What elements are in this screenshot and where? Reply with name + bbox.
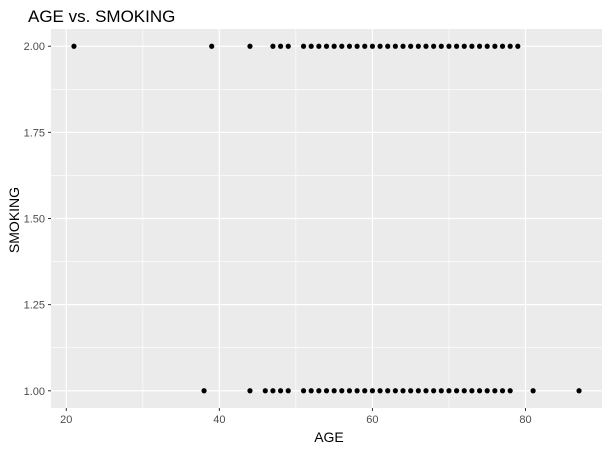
x-tick-label: 60 bbox=[366, 414, 378, 426]
x-axis-ticks: 20 40 60 80 bbox=[60, 408, 532, 426]
data-point bbox=[362, 388, 368, 394]
data-point bbox=[300, 388, 307, 394]
data-point bbox=[492, 388, 498, 394]
data-point bbox=[247, 43, 253, 49]
data-point bbox=[484, 388, 490, 394]
data-point bbox=[339, 43, 345, 49]
data-point bbox=[377, 388, 383, 394]
data-point bbox=[377, 43, 383, 49]
data-point bbox=[507, 388, 513, 394]
data-point bbox=[354, 43, 360, 49]
data-point bbox=[576, 388, 582, 394]
data-point bbox=[423, 43, 429, 49]
data-point bbox=[499, 388, 506, 394]
data-point bbox=[385, 43, 391, 49]
y-axis-title: SMOKING bbox=[6, 187, 22, 253]
data-point bbox=[316, 388, 322, 394]
x-tick-label: 40 bbox=[213, 414, 225, 426]
y-tick-label: 1.50 bbox=[24, 214, 45, 226]
data-point bbox=[331, 388, 337, 394]
data-point bbox=[431, 388, 437, 394]
data-point bbox=[270, 388, 276, 394]
data-point bbox=[71, 43, 77, 49]
data-point bbox=[492, 43, 498, 49]
data-point bbox=[469, 43, 475, 49]
data-point bbox=[369, 388, 376, 394]
data-point bbox=[362, 43, 368, 49]
x-axis-title: AGE bbox=[314, 429, 344, 445]
data-point bbox=[431, 43, 437, 49]
data-point bbox=[262, 388, 268, 394]
data-point bbox=[354, 388, 360, 394]
data-point bbox=[408, 43, 414, 49]
data-point bbox=[346, 388, 353, 394]
data-point bbox=[201, 388, 207, 394]
data-point bbox=[469, 388, 475, 394]
data-point bbox=[277, 43, 284, 49]
data-point bbox=[308, 43, 314, 49]
data-point bbox=[339, 388, 345, 394]
y-tick-label: 1.75 bbox=[24, 127, 45, 139]
data-point bbox=[453, 388, 460, 394]
data-point bbox=[316, 43, 322, 49]
data-point bbox=[247, 388, 253, 394]
data-point bbox=[408, 388, 414, 394]
data-point bbox=[446, 43, 452, 49]
data-point bbox=[277, 388, 284, 394]
data-point bbox=[300, 43, 307, 49]
data-point bbox=[530, 388, 536, 394]
x-tick-label: 20 bbox=[60, 414, 72, 426]
y-axis-ticks: 1.00 1.25 1.50 1.75 2.00 bbox=[24, 41, 51, 398]
data-point bbox=[323, 43, 330, 49]
data-point bbox=[331, 43, 337, 49]
data-point bbox=[385, 388, 391, 394]
x-tick-label: 80 bbox=[519, 414, 531, 426]
data-point bbox=[400, 43, 406, 49]
data-point bbox=[415, 43, 421, 49]
data-point bbox=[438, 388, 444, 394]
data-point bbox=[446, 388, 452, 394]
data-point bbox=[499, 43, 506, 49]
y-tick-label: 1.25 bbox=[24, 300, 45, 312]
data-point bbox=[285, 388, 291, 394]
data-point bbox=[308, 388, 314, 394]
major-gridlines bbox=[51, 29, 602, 408]
data-point bbox=[461, 388, 467, 394]
chart-title: AGE vs. SMOKING bbox=[28, 7, 175, 26]
data-point bbox=[476, 43, 483, 49]
data-point bbox=[323, 388, 330, 394]
data-point bbox=[400, 388, 406, 394]
data-point bbox=[484, 43, 490, 49]
data-point bbox=[346, 43, 353, 49]
data-point bbox=[438, 43, 444, 49]
y-tick-label: 1.00 bbox=[24, 386, 45, 398]
data-point bbox=[461, 43, 467, 49]
y-tick-label: 2.00 bbox=[24, 41, 45, 53]
data-point bbox=[369, 43, 376, 49]
data-point bbox=[209, 43, 215, 49]
data-point bbox=[285, 43, 291, 49]
data-points bbox=[71, 43, 582, 394]
data-point bbox=[415, 388, 421, 394]
data-point bbox=[270, 43, 276, 49]
data-point bbox=[515, 43, 521, 49]
data-point bbox=[476, 388, 483, 394]
data-point bbox=[392, 388, 398, 394]
data-point bbox=[453, 43, 460, 49]
data-point bbox=[423, 388, 429, 394]
data-point bbox=[392, 43, 398, 49]
data-point bbox=[507, 43, 513, 49]
